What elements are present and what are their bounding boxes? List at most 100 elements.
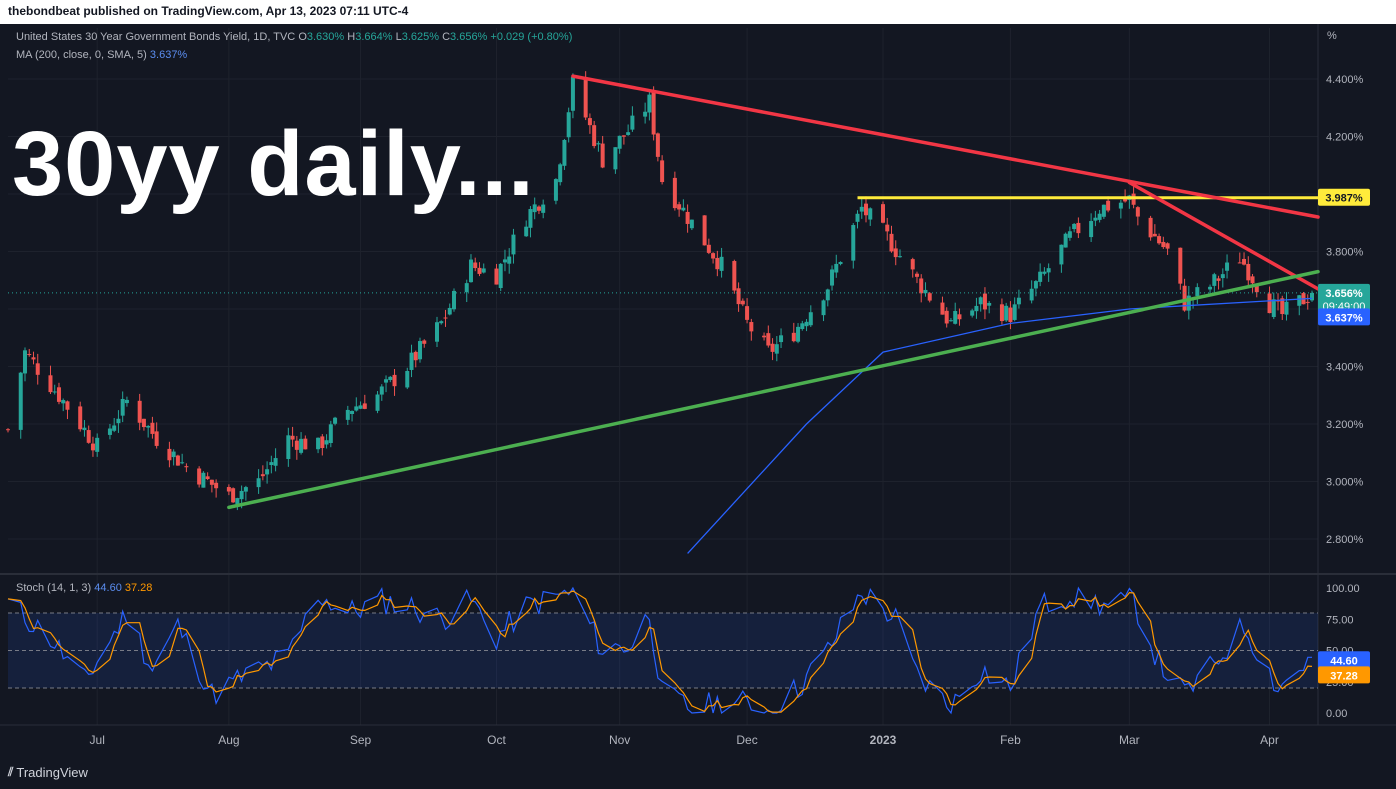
candle-body [494, 268, 499, 285]
candle-body [796, 326, 801, 342]
candle-body [1280, 298, 1285, 315]
candle-body [1063, 233, 1068, 248]
candle-body [1242, 258, 1247, 265]
candle-body [422, 340, 427, 344]
month-label: Nov [609, 733, 630, 747]
candle-body [643, 111, 648, 117]
candle-body [1182, 285, 1187, 311]
tradingview-logo[interactable]: ⫽ TradingView [8, 765, 88, 780]
candle-body [923, 289, 928, 294]
candle-body [82, 427, 87, 431]
candle-body [197, 468, 202, 485]
open-label: O [298, 31, 307, 43]
candle-body [791, 332, 796, 342]
candle-body [405, 371, 410, 388]
candle-body [524, 226, 529, 237]
candle-body [1118, 202, 1123, 209]
candle-body [553, 179, 558, 201]
downtrend-line[interactable] [1127, 180, 1320, 291]
stoch-d-line [7, 590, 1313, 713]
candle-body [243, 487, 248, 492]
candle-body [1101, 204, 1106, 217]
tradingview-logo-icon: ⫽ [8, 765, 13, 779]
price-tick-label: 2.800% [1326, 534, 1364, 546]
candle-body [120, 398, 125, 416]
candle-body [439, 321, 444, 324]
ma-badge: 3.637% [1325, 312, 1363, 324]
stoch-tick-label: 100.00 [1326, 583, 1360, 595]
candle-body [596, 143, 601, 145]
candle-body [273, 458, 278, 466]
candle-body [541, 204, 546, 213]
candle-body [1008, 307, 1013, 322]
price-tick-label: 4.400% [1326, 74, 1364, 86]
candle-body [1067, 231, 1072, 238]
publish-text: thebondbeat published on TradingView.com… [8, 4, 409, 18]
candle-body [987, 302, 992, 306]
candle-body [320, 436, 325, 449]
candle-body [1216, 278, 1221, 281]
candle-body [626, 132, 631, 135]
candle-body [570, 76, 575, 111]
candle-body [78, 406, 83, 430]
month-label: Mar [1119, 733, 1140, 747]
candle-body [502, 259, 507, 263]
candle-body [35, 363, 40, 375]
candle-body [316, 437, 321, 450]
symbol-legend[interactable]: United States 30 Year Government Bonds Y… [16, 31, 572, 43]
ma-label: MA (200, close, 0, SMA, 5) [16, 49, 147, 61]
candle-body [630, 115, 635, 130]
candle-body [1195, 287, 1200, 297]
candle-body [957, 314, 962, 320]
downtrend-line[interactable] [571, 74, 1320, 219]
candle-body [885, 224, 890, 232]
symbol-name: United States 30 Year Government Bonds Y… [16, 31, 296, 43]
candle-body [150, 422, 155, 434]
candle-body [290, 435, 295, 440]
stoch-tick-label: 0.00 [1326, 708, 1347, 720]
ma-legend[interactable]: MA (200, close, 0, SMA, 5) 3.637% [16, 49, 187, 61]
candle-body [1225, 262, 1230, 271]
candle-body [600, 143, 605, 168]
candle-body [95, 437, 100, 452]
candle-body [358, 405, 363, 409]
candle-body [1297, 295, 1302, 306]
candle-body [116, 418, 121, 424]
candle-body [392, 374, 397, 387]
candle-body [90, 443, 95, 451]
candle-body [745, 306, 750, 320]
candle-body [350, 410, 355, 415]
stoch-label: Stoch (14, 1, 3) [16, 582, 92, 594]
candle-body [231, 488, 236, 503]
candle-body [770, 343, 775, 352]
candle-body [324, 440, 329, 445]
high-label: H [347, 31, 356, 43]
candle-body [978, 297, 983, 305]
candle-body [562, 139, 567, 166]
candle-body [464, 283, 469, 293]
uptrend-line[interactable] [227, 269, 1320, 510]
chart-frame [0, 24, 1396, 760]
candle-body [1004, 305, 1009, 321]
candle-body [532, 204, 537, 213]
candle-body [1220, 274, 1225, 279]
candle-body [1016, 297, 1021, 305]
candle-body [468, 259, 473, 283]
candle-body [31, 357, 36, 360]
last-price-badge-bg [1318, 283, 1370, 314]
candle-body [953, 310, 958, 324]
candle-body [859, 206, 864, 212]
candle-body [214, 482, 219, 489]
candle-body [982, 293, 987, 310]
candle-body [1284, 301, 1289, 315]
candle-body [864, 203, 869, 216]
candle-body [702, 215, 707, 246]
candle-body [681, 207, 686, 211]
candle-body [418, 341, 423, 360]
candle-body [481, 268, 486, 273]
price-tick-label: 3.000% [1326, 477, 1364, 489]
stoch-legend[interactable]: Stoch (14, 1, 3) 44.60 37.28 [16, 582, 152, 594]
publish-header: thebondbeat published on TradingView.com… [0, 0, 1396, 24]
candle-body [897, 256, 902, 258]
